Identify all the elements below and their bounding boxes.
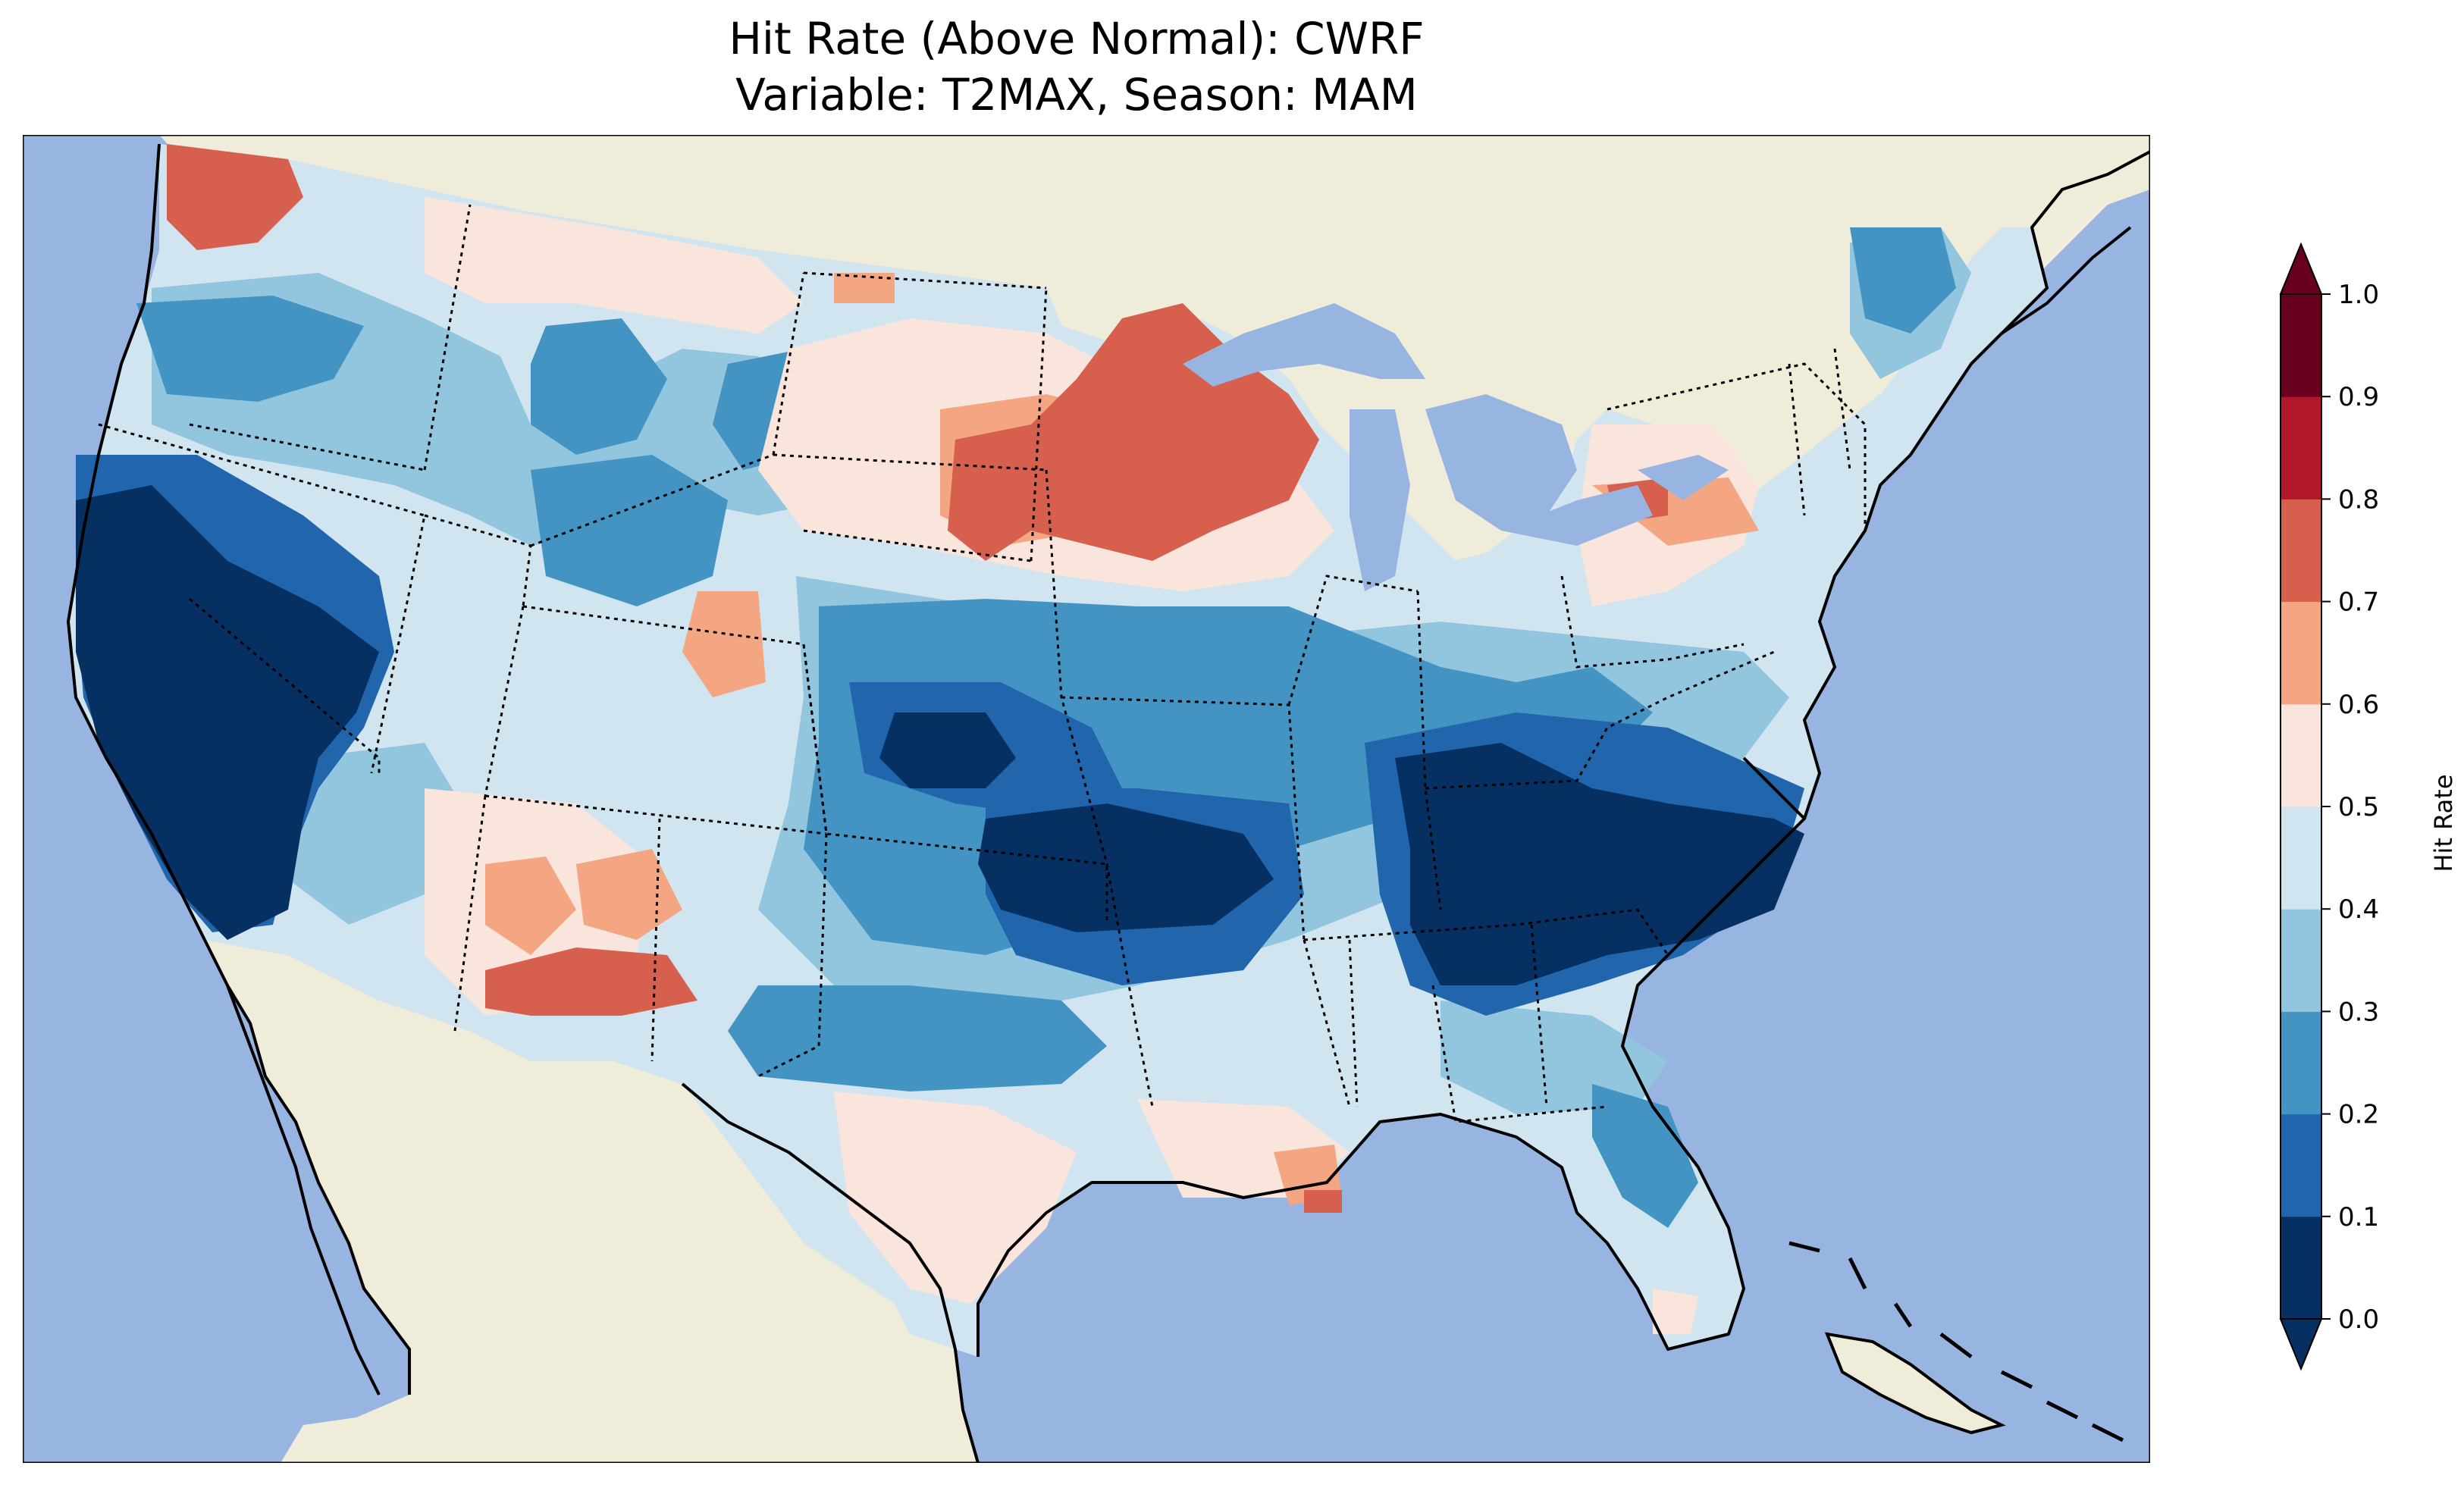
cuba-island xyxy=(1824,1332,2006,1435)
colorbar-tick-label: 0.7 xyxy=(2338,587,2379,618)
colorbar-extend-over xyxy=(2279,242,2323,295)
chart-title-line-2: Variable: T2MAX, Season: MAM xyxy=(735,69,1418,121)
colorbar-tick-label: 0.8 xyxy=(2338,484,2379,515)
colorbar-tick-label: 0.5 xyxy=(2338,792,2379,822)
colorbar-tick-label: 0.4 xyxy=(2338,894,2379,925)
colorbar-tick-label: 0.1 xyxy=(2338,1202,2379,1232)
state-borders xyxy=(98,204,1867,1123)
hit-rate-field xyxy=(76,144,1971,1334)
great-lakes xyxy=(1183,303,1729,591)
colorbar-tick-label: 0.2 xyxy=(2338,1100,2379,1130)
colorbar-bin-0.5-0.6 xyxy=(2281,703,2321,807)
colorbar-bin-0.7-0.8 xyxy=(2281,499,2321,603)
colorbar-bin-0.0-0.1 xyxy=(2281,1216,2321,1320)
coastlines xyxy=(67,143,2150,1463)
canada-land xyxy=(159,135,2150,561)
colorbar-bin-0.8-0.9 xyxy=(2281,396,2321,500)
colorbar-tick-label: 0.3 xyxy=(2338,997,2379,1027)
colorbar-bin-0.9-1.0 xyxy=(2281,294,2321,397)
colorbar-bin-0.2-0.3 xyxy=(2281,1011,2321,1115)
colorbar-bin-0.4-0.5 xyxy=(2281,807,2321,910)
colorbar-tick-label: 1.0 xyxy=(2338,280,2379,310)
colorbar-bin-0.3-0.4 xyxy=(2281,909,2321,1012)
colorbar-bin-0.6-0.7 xyxy=(2281,601,2321,705)
colorbar-tick-label: 0.0 xyxy=(2338,1305,2379,1335)
bahamas-island xyxy=(1788,1241,2124,1442)
colorbar-bin-0.1-0.2 xyxy=(2281,1113,2321,1217)
colorbar-tick-label: 0.6 xyxy=(2338,690,2379,720)
colorbar-tick-label: 0.9 xyxy=(2338,382,2379,412)
colorbar-extend-under xyxy=(2279,1318,2323,1371)
colorbar-label: Hit Rate xyxy=(2429,774,2458,872)
chart-title-line-1: Hit Rate (Above Normal): CWRF xyxy=(729,13,1425,64)
